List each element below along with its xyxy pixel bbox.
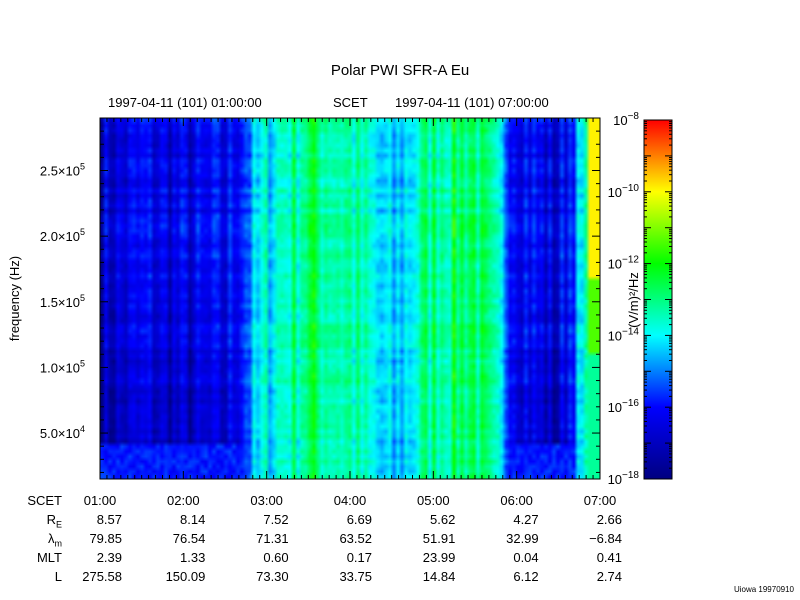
credit-label: Uiowa 19970910 — [733, 585, 794, 594]
end-time-label: 1997-04-11 (101) 07:00:00 — [395, 95, 549, 110]
ephemeris-value: 7.52 — [263, 512, 289, 527]
ephemeris-value: 1.33 — [180, 550, 206, 565]
ephemeris-value: 5.62 — [430, 512, 456, 527]
spectrogram-image — [100, 118, 600, 479]
colorbar-tick-label: 10−8 — [613, 111, 639, 128]
ephemeris-value: 150.09 — [165, 569, 206, 584]
x-tick-label: 01:00 — [83, 493, 117, 508]
ephemeris-value: 8.14 — [180, 512, 206, 527]
ephemeris-value: 33.75 — [339, 569, 372, 584]
colorbar-tick-label: 10−18 — [608, 470, 640, 487]
ephemeris-row-label: L — [54, 569, 62, 584]
y-tick-label: 2.5×105 — [40, 162, 85, 179]
ephemeris-value: 0.60 — [263, 550, 289, 565]
x-tick-label: 04:00 — [333, 493, 367, 508]
colorbar-tick-label: 10−14 — [608, 326, 640, 343]
ephemeris-value: 0.04 — [513, 550, 539, 565]
x-tick-label: 02:00 — [167, 493, 200, 508]
ephemeris-value: 63.52 — [339, 531, 372, 546]
ephemeris-value: 23.99 — [422, 550, 456, 565]
ephemeris-value: 14.84 — [422, 569, 456, 584]
colorbar-label: (V/m)²/Hz — [626, 272, 641, 328]
start-time-label: 1997-04-11 (101) 01:00:00 — [108, 95, 262, 110]
ephemeris-value: 6.12 — [513, 569, 539, 584]
y-tick-label: 2.0×105 — [40, 227, 85, 244]
ephemeris-value: −6.84 — [589, 531, 622, 546]
y-tick-label: 1.0×105 — [40, 358, 85, 375]
chart-title: Polar PWI SFR-A Eu — [330, 62, 470, 79]
ephemeris-value: 71.31 — [256, 531, 289, 546]
ephemeris-value: 275.58 — [82, 569, 122, 584]
x-tick-label: 07:00 — [583, 493, 617, 508]
ephemeris-value: 8.57 — [96, 512, 122, 527]
ephemeris-value: 51.91 — [422, 531, 456, 546]
y-axis-label: frequency (Hz) — [7, 256, 22, 341]
y-tick-label: 1.5×105 — [40, 293, 85, 310]
ephemeris-value: 73.30 — [256, 569, 289, 584]
ephemeris-value: 32.99 — [506, 531, 539, 546]
colorbar-tick-label: 10−10 — [608, 183, 640, 200]
ephemeris-value: 2.74 — [596, 569, 622, 584]
ephemeris-value: 0.17 — [346, 550, 372, 565]
ephemeris-row-label: SCET — [27, 493, 62, 508]
ephemeris-value: 6.69 — [346, 512, 372, 527]
ephemeris-value: 76.54 — [172, 531, 206, 546]
x-tick-label: 03:00 — [250, 493, 283, 508]
x-tick-label: 06:00 — [500, 493, 533, 508]
ephemeris-row-label: MLT — [36, 550, 62, 565]
ephemeris-value: 2.39 — [96, 550, 122, 565]
ephemeris-row-label: RE — [46, 512, 62, 530]
y-tick-label: 5.0×104 — [40, 424, 85, 441]
x-tick-label: 05:00 — [417, 493, 450, 508]
ephemeris-value: 4.27 — [513, 512, 539, 527]
ephemeris-value: 79.85 — [89, 531, 122, 546]
ephemeris-value: 0.41 — [596, 550, 622, 565]
colorbar-tick-label: 10−12 — [608, 255, 640, 272]
ephemeris-row-label: λm — [48, 531, 62, 549]
colorbar-tick-label: 10−16 — [608, 398, 640, 415]
scet-label: SCET — [333, 95, 368, 110]
ephemeris-value: 2.66 — [596, 512, 622, 527]
